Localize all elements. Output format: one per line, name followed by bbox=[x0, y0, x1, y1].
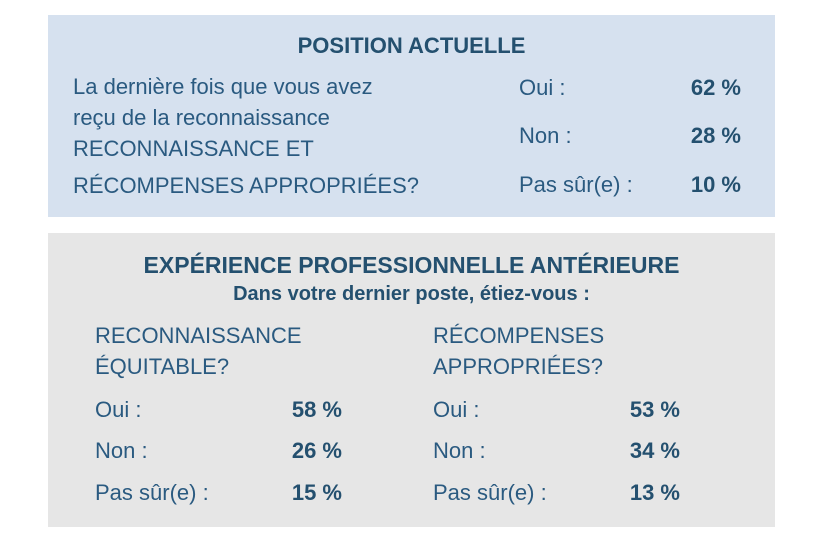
right-answer-label-oui: Oui : bbox=[433, 397, 480, 422]
previous-experience-title: EXPÉRIENCE PROFESSIONNELLE ANTÉRIEURE bbox=[143, 252, 680, 278]
current-position-title: POSITION ACTUELLE bbox=[297, 33, 526, 58]
left-answer-label-non: Non : bbox=[95, 438, 148, 463]
right-answer-value-oui: 53 % bbox=[629, 397, 680, 422]
question-line-2: reçu de la reconnaissance bbox=[73, 105, 330, 130]
right-answer-label-pas-sur: Pas sûr(e) : bbox=[433, 480, 547, 505]
left-answer-label-oui: Oui : bbox=[95, 397, 142, 422]
answer-value-oui: 62 % bbox=[690, 75, 741, 100]
left-heading-line-2: ÉQUITABLE? bbox=[95, 354, 230, 379]
right-answer-label-non: Non : bbox=[433, 438, 486, 463]
right-answer-value-non: 34 % bbox=[629, 438, 680, 463]
answer-label-non: Non : bbox=[519, 123, 572, 148]
answer-value-pas-sur: 10 % bbox=[690, 172, 741, 197]
answer-label-pas-sur: Pas sûr(e) : bbox=[519, 172, 633, 197]
right-heading-line-2: APPROPRIÉES? bbox=[433, 354, 603, 379]
answer-label-oui: Oui : bbox=[519, 75, 566, 100]
question-line-1: La dernière fois que vous avez bbox=[73, 74, 373, 99]
right-heading-line-1: RÉCOMPENSES bbox=[433, 323, 605, 348]
current-position-panel: POSITION ACTUELLE La dernière fois que v… bbox=[48, 15, 775, 217]
question-line-4: RÉCOMPENSES APPROPRIÉES? bbox=[73, 173, 419, 198]
left-heading-line-1: RECONNAISSANCE bbox=[95, 323, 302, 348]
left-answer-value-oui: 58 % bbox=[291, 397, 342, 422]
previous-experience-subtitle: Dans votre dernier poste, étiez-vous : bbox=[233, 283, 590, 305]
left-answer-value-non: 26 % bbox=[291, 438, 342, 463]
left-answer-value-pas-sur: 15 % bbox=[291, 480, 342, 505]
left-answer-label-pas-sur: Pas sûr(e) : bbox=[95, 480, 209, 505]
answer-value-non: 28 % bbox=[690, 123, 741, 148]
question-line-3: RECONNAISSANCE ET bbox=[73, 136, 314, 161]
right-answer-value-pas-sur: 13 % bbox=[629, 480, 680, 505]
previous-experience-panel: EXPÉRIENCE PROFESSIONNELLE ANTÉRIEURE Da… bbox=[48, 233, 775, 527]
